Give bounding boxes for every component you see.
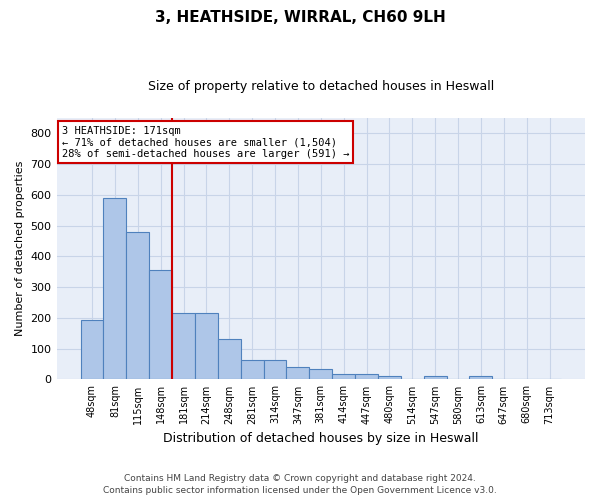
- Bar: [469, 376, 493, 380]
- Bar: [286, 367, 310, 380]
- Text: 3 HEATHSIDE: 171sqm
← 71% of detached houses are smaller (1,504)
28% of semi-det: 3 HEATHSIDE: 171sqm ← 71% of detached ho…: [62, 126, 349, 159]
- Bar: [149, 270, 172, 380]
- Bar: [241, 360, 263, 380]
- Bar: [127, 232, 149, 380]
- Bar: [195, 313, 218, 380]
- Text: Contains HM Land Registry data © Crown copyright and database right 2024.
Contai: Contains HM Land Registry data © Crown c…: [103, 474, 497, 495]
- Bar: [80, 320, 103, 380]
- Bar: [263, 360, 286, 380]
- Text: 3, HEATHSIDE, WIRRAL, CH60 9LH: 3, HEATHSIDE, WIRRAL, CH60 9LH: [155, 10, 445, 25]
- X-axis label: Distribution of detached houses by size in Heswall: Distribution of detached houses by size …: [163, 432, 479, 445]
- Bar: [310, 370, 332, 380]
- Y-axis label: Number of detached properties: Number of detached properties: [15, 161, 25, 336]
- Bar: [424, 376, 446, 380]
- Bar: [355, 374, 378, 380]
- Title: Size of property relative to detached houses in Heswall: Size of property relative to detached ho…: [148, 80, 494, 93]
- Bar: [332, 374, 355, 380]
- Bar: [172, 313, 195, 380]
- Bar: [218, 340, 241, 380]
- Bar: [103, 198, 127, 380]
- Bar: [378, 376, 401, 380]
